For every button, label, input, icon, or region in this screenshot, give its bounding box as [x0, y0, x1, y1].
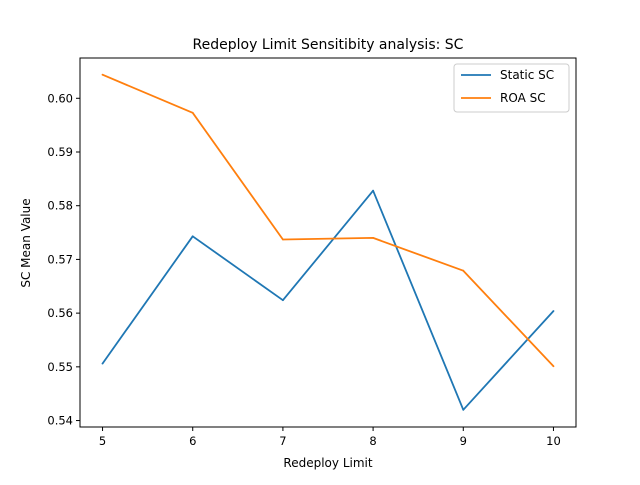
plot-area-frame	[79, 57, 577, 428]
data-point-roa-sc	[552, 365, 555, 368]
legend-box	[453, 63, 570, 113]
x-tick-label: 7	[279, 434, 286, 448]
legend-label-roa-sc: ROA SC	[500, 91, 546, 105]
x-axis: 5 6 7 8 9 10	[99, 427, 561, 448]
data-point-static-sc	[191, 235, 194, 238]
series-layer	[101, 73, 555, 411]
x-tick-label: 9	[460, 434, 467, 448]
x-axis-label: Redeploy Limit	[283, 456, 372, 470]
y-tick-label: 0.59	[47, 145, 73, 159]
data-point-roa-sc	[462, 269, 465, 272]
data-point-static-sc	[282, 299, 284, 302]
data-point-static-sc	[462, 408, 465, 411]
y-axis: 0.54 0.55 0.56 0.57 0.58 0.59 0.60	[47, 91, 80, 428]
y-tick-label: 0.60	[47, 91, 73, 105]
x-tick-label: 10	[546, 434, 561, 448]
y-axis-label: SC Mean Value	[19, 198, 33, 287]
data-point-static-sc	[552, 310, 555, 312]
x-tick-label: 5	[99, 434, 106, 448]
y-tick-label: 0.56	[47, 306, 73, 320]
y-tick-label: 0.57	[47, 252, 73, 266]
x-tick-label: 8	[369, 434, 376, 448]
y-tick-label: 0.58	[47, 199, 73, 213]
y-tick-label: 0.55	[47, 360, 73, 374]
chart-title: Redeploy Limit Sensitibity analysis: SC	[193, 37, 464, 53]
y-tick-label: 0.54	[47, 414, 73, 428]
series-line-roa-sc	[102, 73, 555, 367]
data-point-roa-sc	[101, 73, 104, 76]
data-point-static-sc	[372, 189, 374, 192]
data-point-roa-sc	[191, 111, 194, 114]
legend-label-static-sc: Static SC	[500, 68, 554, 82]
data-point-roa-sc	[282, 238, 284, 241]
data-point-static-sc	[101, 362, 104, 365]
series-line-static-sc	[101, 189, 555, 411]
data-point-roa-sc	[372, 237, 374, 239]
legend: Static SC ROA SC	[453, 63, 570, 113]
x-tick-label: 6	[189, 434, 196, 448]
